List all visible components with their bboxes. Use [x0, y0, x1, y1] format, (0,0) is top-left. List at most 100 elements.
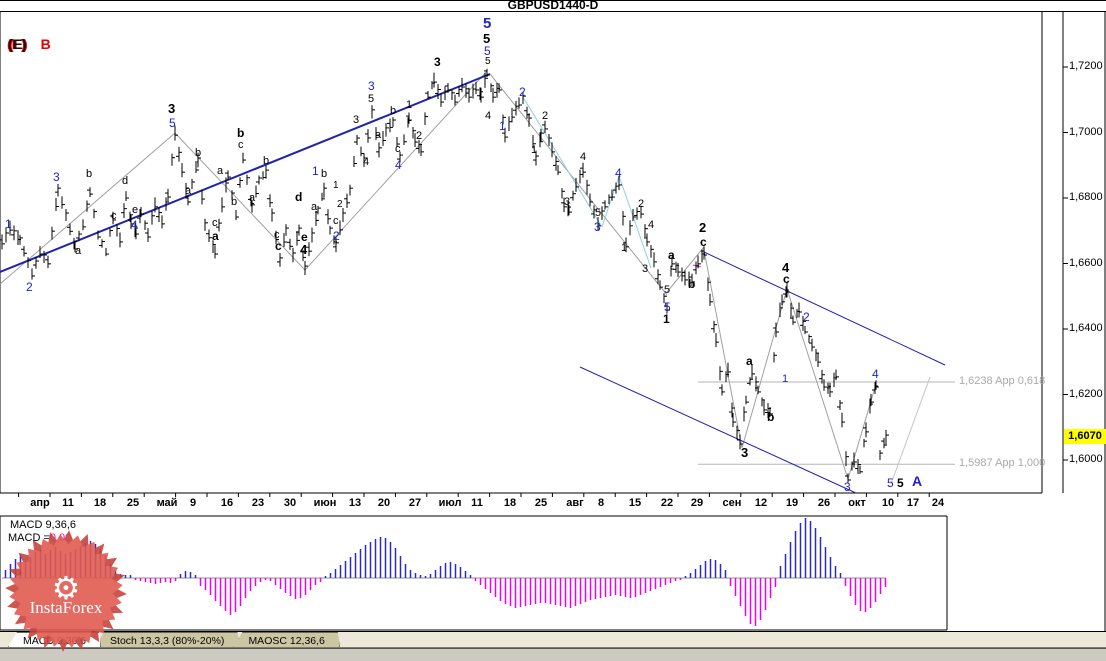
elliott-wave-label: 4 — [580, 151, 587, 163]
date-axis-label: 26 — [817, 497, 831, 509]
fib-annotation-label: 1,5987 App 1,000 — [959, 457, 1046, 470]
date-axis-label: 22 — [660, 497, 674, 509]
date-axis-label: 20 — [377, 497, 391, 509]
date-axis-label: 10 — [881, 497, 895, 509]
elliott-wave-label: c — [212, 217, 218, 229]
macd-indicator-title: MACD 9,36,6 — [10, 519, 77, 531]
date-axis-label: 18 — [503, 497, 517, 509]
elliott-wave-label: 4 — [485, 110, 492, 122]
macd-value-prefix: MACD = — [8, 532, 50, 544]
elliott-wave-label: 2 — [699, 220, 707, 235]
elliott-wave-label: 1 — [312, 164, 319, 178]
elliott-wave-label: 1 — [333, 180, 339, 191]
elliott-wave-label: 2 — [333, 229, 340, 243]
elliott-degree-label: (E) B — [8, 36, 51, 52]
elliott-wave-label: 1 — [621, 242, 628, 254]
elliott-wave-label: 3 — [741, 445, 749, 460]
fib-annotation-label: 1,6238 App 0,618 — [959, 375, 1046, 388]
elliott-wave-label: 3 — [53, 170, 60, 184]
price-axis-label: 1,7000 — [1069, 125, 1103, 138]
date-axis-label: 30 — [283, 497, 297, 509]
elliott-wave-label: 5 — [897, 476, 904, 490]
date-axis-label: сен — [722, 497, 742, 509]
elliott-wave-label: 1 — [782, 373, 789, 385]
elliott-wave-label: c — [783, 272, 790, 286]
elliott-wave-label: 5 — [483, 15, 492, 32]
date-axis-label: 15 — [628, 497, 642, 509]
date-axis-label: 13 — [348, 497, 362, 509]
elliott-wave-label: a — [249, 192, 256, 204]
date-axis-label: окт — [848, 497, 866, 509]
elliott-wave-label: 3 — [844, 480, 851, 494]
elliott-wave-label: b — [263, 155, 270, 167]
elliott-wave-label: 3 — [168, 101, 176, 116]
elliott-wave-label: 5 — [484, 44, 491, 58]
date-axis-label: 24 — [931, 497, 945, 509]
elliott-wave-label: a — [311, 201, 318, 213]
elliott-wave-label: c — [333, 215, 339, 227]
elliott-wave-label: e — [301, 230, 308, 244]
elliott-wave-label: 4 — [131, 218, 138, 232]
elliott-wave-label: 5 — [887, 476, 894, 490]
elliott-wave-label: 5 — [595, 207, 602, 219]
elliott-wave-label: 2 — [542, 110, 549, 122]
date-axis-label: 23 — [251, 497, 265, 509]
elliott-wave-label: a — [375, 129, 382, 141]
indicator-tab-bar: MACD 9,36,6Stoch 13,3,3 (80%-20%)MAOSC 1… — [0, 631, 1106, 648]
elliott-wave-label: 3 — [368, 79, 375, 93]
indicator-tab-3[interactable]: MAOSC 12,36,6 — [233, 632, 339, 647]
macd-histogram — [2, 518, 887, 626]
degree-text: (E) — [8, 36, 27, 52]
elliott-wave-label: b — [321, 168, 328, 180]
elliott-wave-label: 5 — [169, 116, 176, 130]
elliott-wave-label: 3 — [353, 114, 360, 126]
date-axis-label: авг — [566, 497, 584, 509]
elliott-wave-label: d — [295, 190, 303, 204]
date-axis-label: 17 — [906, 497, 920, 509]
status-bar — [0, 648, 1106, 661]
elliott-wave-label: c — [700, 235, 707, 249]
elliott-wave-label: a — [746, 354, 753, 368]
elliott-wave-label: d — [122, 175, 129, 187]
elliott-wave-label: c — [395, 143, 401, 155]
price-axis-label: 1,6400 — [1069, 322, 1103, 334]
elliott-wave-label: c — [111, 210, 117, 222]
elliott-wave-label: b — [86, 168, 93, 180]
elliott-wave-label: e — [132, 204, 139, 216]
elliott-wave-label: 3 — [564, 196, 571, 208]
elliott-wave-label: a — [217, 165, 224, 177]
elliott-wave-label: 2 — [638, 198, 645, 210]
date-axis-label: июл — [438, 497, 462, 509]
elliott-wave-label: c — [274, 229, 280, 241]
elliott-wave-label: 3 — [642, 263, 649, 275]
elliott-wave-label: 5 — [664, 284, 671, 296]
elliott-wave-label: 2 — [519, 85, 526, 99]
elliott-wave-label: b — [390, 105, 397, 117]
date-axis-label: июн — [313, 497, 337, 509]
elliott-wave-label: 3 — [434, 55, 441, 69]
chart-title: GBPUSD1440-D — [507, 0, 599, 12]
date-axis-label: апр — [30, 497, 50, 509]
elliott-wave-label: 4 — [782, 260, 790, 275]
window-top-border — [0, 0, 1106, 1]
elliott-wave-label: b — [767, 410, 775, 424]
elliott-wave-label: 2 — [26, 280, 33, 294]
date-axis-label: 9 — [189, 497, 197, 509]
elliott-wave-label: 5 — [368, 93, 375, 105]
date-axis-label: 29 — [690, 497, 704, 509]
price-axis-label: 1,6200 — [1069, 387, 1103, 400]
date-axis-label: 12 — [754, 497, 768, 509]
current-price-tag: 1,6070 — [1064, 429, 1106, 445]
elliott-wave-label: 4 — [395, 158, 402, 172]
elliott-wave-label: a — [212, 229, 219, 243]
date-axis-label: 18 — [93, 497, 107, 509]
elliott-wave-label: 1 — [5, 217, 12, 231]
elliott-wave-label: 1 — [663, 312, 670, 326]
fib-lines — [698, 381, 955, 465]
elliott-wave-label: 5 — [483, 31, 491, 46]
logo-starburst: ⚙ InstaForex — [5, 530, 127, 652]
elliott-wave-label: a — [75, 245, 82, 257]
elliott-wave-label: 2 — [416, 130, 423, 142]
